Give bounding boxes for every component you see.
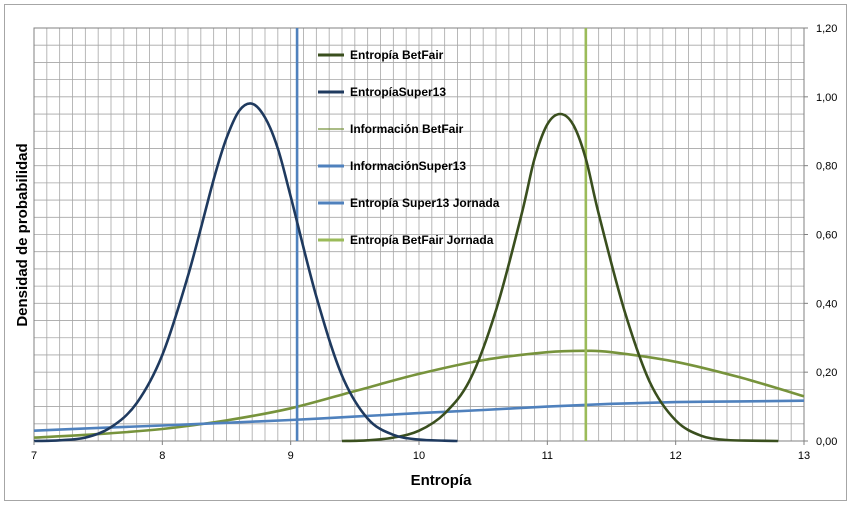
x-axis-ticks: 7 8 9 10 11 12 13 [31, 441, 810, 462]
x-tick-label: 13 [798, 450, 810, 462]
legend-label: Información BetFair [350, 122, 464, 136]
legend-label: Entropía BetFair Jornada [350, 233, 494, 247]
series-line-3 [33, 399, 805, 432]
y-tick-label: 1,00 [816, 92, 837, 104]
series-line-0 [341, 112, 779, 443]
x-tick-label: 12 [670, 450, 682, 462]
y-tick-label: 0,40 [816, 298, 837, 310]
y-axis-title: Densidad de probabilidad [14, 143, 31, 326]
x-tick-label: 9 [288, 450, 294, 462]
x-tick-label: 11 [542, 450, 553, 462]
y-tick-label: 1,20 [816, 23, 837, 35]
series-layer [33, 28, 805, 443]
legend-label: Entropía BetFair [350, 48, 444, 62]
legend-label: InformaciónSuper13 [350, 159, 466, 173]
series-line-1 [33, 102, 458, 443]
chart-frame [4, 4, 847, 501]
legend: Entropía BetFair EntropíaSuper13 Informaci… [318, 48, 500, 247]
y-tick-label: 0,60 [816, 230, 837, 242]
legend-label: Entropía Super13 Jornada [350, 196, 500, 210]
x-tick-label: 7 [31, 450, 37, 462]
y-axis-ticks: 0,00 0,20 0,40 0,60 0,80 1,00 1,20 [804, 23, 837, 448]
series-line-2 [33, 349, 805, 439]
y-tick-label: 0,00 [816, 436, 837, 448]
y-tick-label: 0,20 [816, 367, 837, 379]
y-tick-label: 0,80 [816, 161, 837, 173]
x-tick-label: 8 [159, 450, 165, 462]
x-axis-title: Entropía [411, 472, 472, 489]
legend-label: EntropíaSuper13 [350, 85, 446, 99]
x-tick-label: 10 [413, 450, 425, 462]
